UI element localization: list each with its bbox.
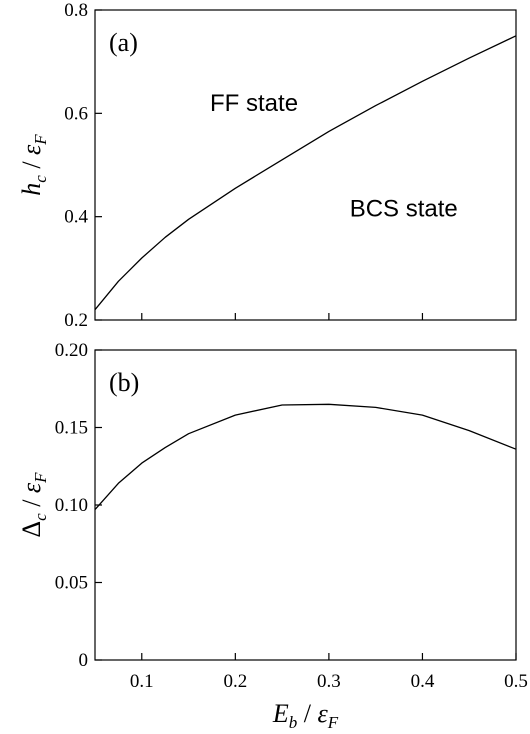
panel-b-ytick-label: 0.20 — [55, 340, 88, 361]
panel-a-ylabel: hc / εF — [17, 134, 50, 196]
panel-b-ylabel: Δc / εF — [17, 472, 50, 538]
panel-b-ylabel-group: Δc / εF — [17, 472, 50, 538]
panel-b-xlabel-group: Eb / εF — [272, 699, 339, 732]
panel-a-series-line — [94, 35, 517, 311]
panel-a-ytick-label: 0.8 — [64, 0, 88, 21]
panel-a-ylabel-group: hc / εF — [17, 134, 50, 196]
panel-b-xtick-label: 0.5 — [504, 671, 528, 692]
panel-b-xtick-label: 0.2 — [223, 671, 247, 692]
panel-b-xtick-label: 0.1 — [130, 671, 154, 692]
panel-b-xtick-label: 0.3 — [317, 671, 341, 692]
panel-b-label: (b) — [109, 368, 139, 397]
panel-b-series-line — [94, 403, 517, 511]
panel-b-xtick-label: 0.4 — [411, 671, 435, 692]
panel-a-ytick-label: 0.6 — [64, 103, 88, 124]
panel-a-label: (a) — [109, 28, 138, 57]
panel-a-ytick-label: 0.4 — [64, 207, 88, 228]
panel-a-ytick-label: 0.2 — [64, 310, 88, 331]
region-label-bcs: BCS state — [350, 196, 458, 223]
panel-b-xlabel: Eb / εF — [272, 699, 339, 732]
region-label-ff: FF state — [210, 90, 298, 117]
panel-b-ytick-label: 0.15 — [55, 418, 88, 439]
panel-b-frame — [94, 349, 517, 661]
panel-b-ytick-label: 0.10 — [55, 495, 88, 516]
panel-b-ytick-label: 0.05 — [55, 573, 88, 594]
panel-b-ytick-label: 0 — [79, 650, 89, 671]
panel-a-frame — [94, 9, 517, 321]
